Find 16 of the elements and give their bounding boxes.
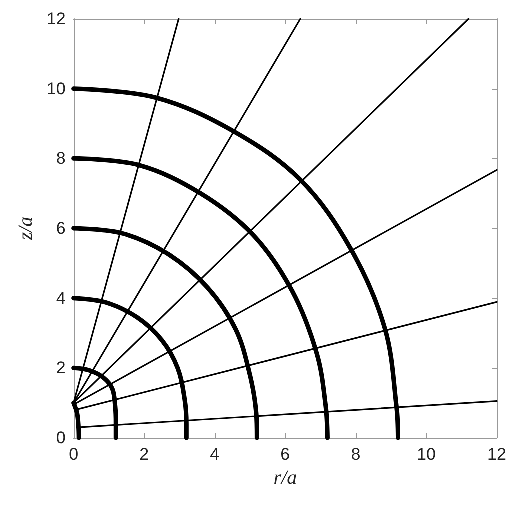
y-tick-label: 10 [46, 79, 66, 98]
y-tick-label: 0 [56, 428, 66, 448]
y-tick-label: 12 [46, 10, 66, 28]
x-tick-label: 6 [280, 445, 290, 464]
x-tick-label: 2 [140, 445, 150, 464]
y-tick-label: 2 [56, 358, 66, 378]
x-tick-label: 0 [69, 445, 79, 464]
x-tick-label: 4 [210, 445, 220, 464]
y-tick-label: 4 [56, 288, 66, 308]
x-tick-label: 8 [351, 445, 361, 464]
x-tick-label: 10 [417, 445, 436, 464]
y-axis-title: z/a [15, 216, 37, 242]
x-tick-label: 12 [488, 445, 506, 464]
x-axis-title: r/a [274, 467, 298, 489]
y-tick-label: 8 [56, 149, 66, 168]
y-tick-label: 6 [56, 219, 66, 238]
